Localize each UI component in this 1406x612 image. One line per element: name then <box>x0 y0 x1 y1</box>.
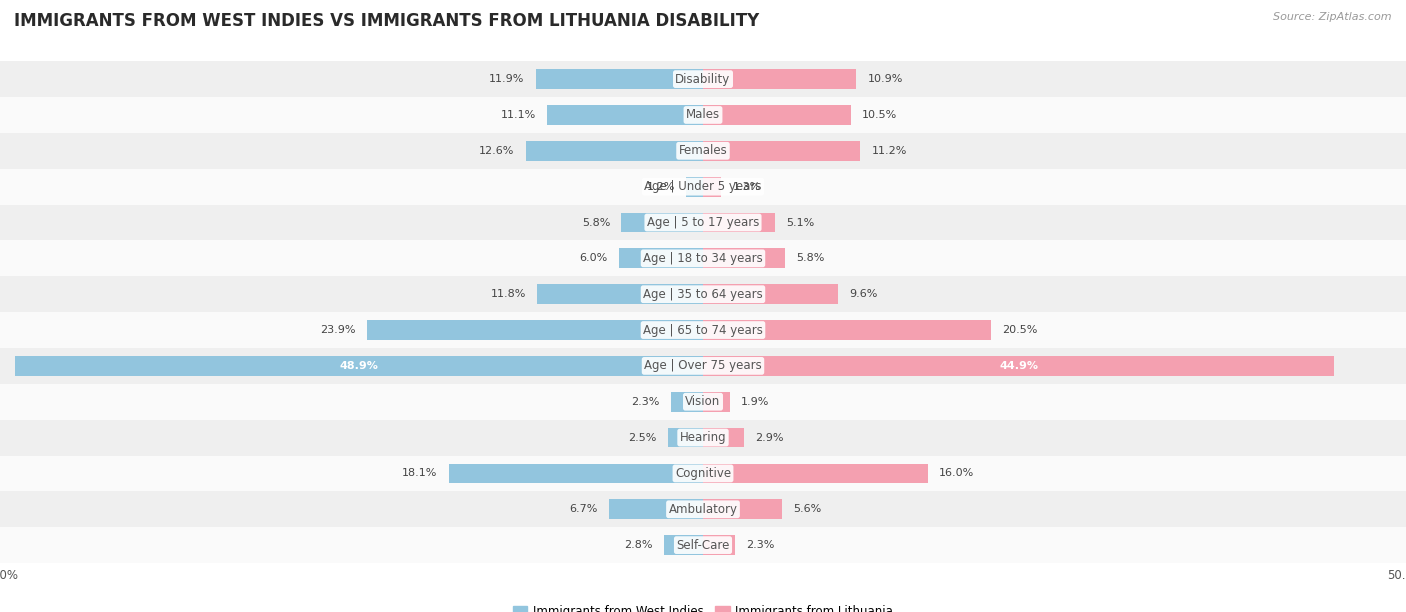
Bar <box>0 169 1406 204</box>
Text: 6.0%: 6.0% <box>579 253 607 263</box>
Text: 2.9%: 2.9% <box>755 433 783 442</box>
Bar <box>703 105 851 125</box>
Text: Females: Females <box>679 144 727 157</box>
Text: Age | Over 75 years: Age | Over 75 years <box>644 359 762 372</box>
Bar <box>0 133 1406 169</box>
Bar <box>703 320 991 340</box>
Text: Vision: Vision <box>685 395 721 408</box>
Bar <box>526 141 703 161</box>
Bar <box>15 356 703 376</box>
Text: Age | 18 to 34 years: Age | 18 to 34 years <box>643 252 763 265</box>
Text: 9.6%: 9.6% <box>849 289 877 299</box>
Text: 2.3%: 2.3% <box>747 540 775 550</box>
Bar <box>703 69 856 89</box>
Bar <box>0 61 1406 97</box>
Bar <box>0 97 1406 133</box>
Text: Disability: Disability <box>675 73 731 86</box>
Bar <box>703 392 730 412</box>
Bar <box>449 463 703 483</box>
Text: 10.9%: 10.9% <box>868 74 903 84</box>
Bar <box>0 420 1406 455</box>
Text: 6.7%: 6.7% <box>569 504 598 514</box>
Bar <box>0 348 1406 384</box>
Bar <box>703 248 785 268</box>
Bar <box>703 177 721 196</box>
Bar <box>536 69 703 89</box>
Bar <box>0 491 1406 527</box>
Text: 11.2%: 11.2% <box>872 146 907 156</box>
Text: 2.3%: 2.3% <box>631 397 659 407</box>
Bar <box>703 212 775 233</box>
Text: Cognitive: Cognitive <box>675 467 731 480</box>
Text: Self-Care: Self-Care <box>676 539 730 551</box>
Bar <box>703 356 1334 376</box>
Bar <box>0 455 1406 491</box>
Bar <box>0 312 1406 348</box>
Bar <box>0 527 1406 563</box>
Bar <box>537 285 703 304</box>
Bar <box>703 463 928 483</box>
Bar <box>621 212 703 233</box>
Text: 12.6%: 12.6% <box>479 146 515 156</box>
Text: 5.8%: 5.8% <box>796 253 824 263</box>
Text: 18.1%: 18.1% <box>402 468 437 479</box>
Legend: Immigrants from West Indies, Immigrants from Lithuania: Immigrants from West Indies, Immigrants … <box>508 600 898 612</box>
Text: Hearing: Hearing <box>679 431 727 444</box>
Bar <box>703 499 782 519</box>
Text: Age | 65 to 74 years: Age | 65 to 74 years <box>643 324 763 337</box>
Bar <box>703 428 744 447</box>
Bar <box>619 248 703 268</box>
Text: 16.0%: 16.0% <box>939 468 974 479</box>
Text: 2.8%: 2.8% <box>624 540 652 550</box>
Bar <box>0 276 1406 312</box>
Text: 20.5%: 20.5% <box>1002 325 1038 335</box>
Text: IMMIGRANTS FROM WEST INDIES VS IMMIGRANTS FROM LITHUANIA DISABILITY: IMMIGRANTS FROM WEST INDIES VS IMMIGRANT… <box>14 12 759 30</box>
Bar <box>367 320 703 340</box>
Text: Age | 35 to 64 years: Age | 35 to 64 years <box>643 288 763 300</box>
Bar <box>671 392 703 412</box>
Text: 44.9%: 44.9% <box>1000 361 1038 371</box>
Text: 5.6%: 5.6% <box>793 504 821 514</box>
Text: Age | 5 to 17 years: Age | 5 to 17 years <box>647 216 759 229</box>
Text: 11.8%: 11.8% <box>491 289 526 299</box>
Bar <box>0 384 1406 420</box>
Text: Ambulatory: Ambulatory <box>668 503 738 516</box>
Bar <box>703 536 735 555</box>
Text: 1.3%: 1.3% <box>733 182 761 192</box>
Text: 1.2%: 1.2% <box>647 182 675 192</box>
Text: 11.9%: 11.9% <box>489 74 524 84</box>
Bar <box>0 241 1406 276</box>
Bar <box>0 204 1406 241</box>
Text: 11.1%: 11.1% <box>501 110 536 120</box>
Text: Age | Under 5 years: Age | Under 5 years <box>644 180 762 193</box>
Text: 5.1%: 5.1% <box>786 217 814 228</box>
Text: 1.9%: 1.9% <box>741 397 769 407</box>
Bar <box>547 105 703 125</box>
Bar <box>664 536 703 555</box>
Bar <box>703 141 860 161</box>
Bar <box>609 499 703 519</box>
Text: 5.8%: 5.8% <box>582 217 610 228</box>
Text: 10.5%: 10.5% <box>862 110 897 120</box>
Bar <box>686 177 703 196</box>
Bar <box>703 285 838 304</box>
Text: Source: ZipAtlas.com: Source: ZipAtlas.com <box>1274 12 1392 22</box>
Text: Males: Males <box>686 108 720 121</box>
Text: 2.5%: 2.5% <box>628 433 657 442</box>
Text: 23.9%: 23.9% <box>321 325 356 335</box>
Bar <box>668 428 703 447</box>
Text: 48.9%: 48.9% <box>340 361 378 371</box>
